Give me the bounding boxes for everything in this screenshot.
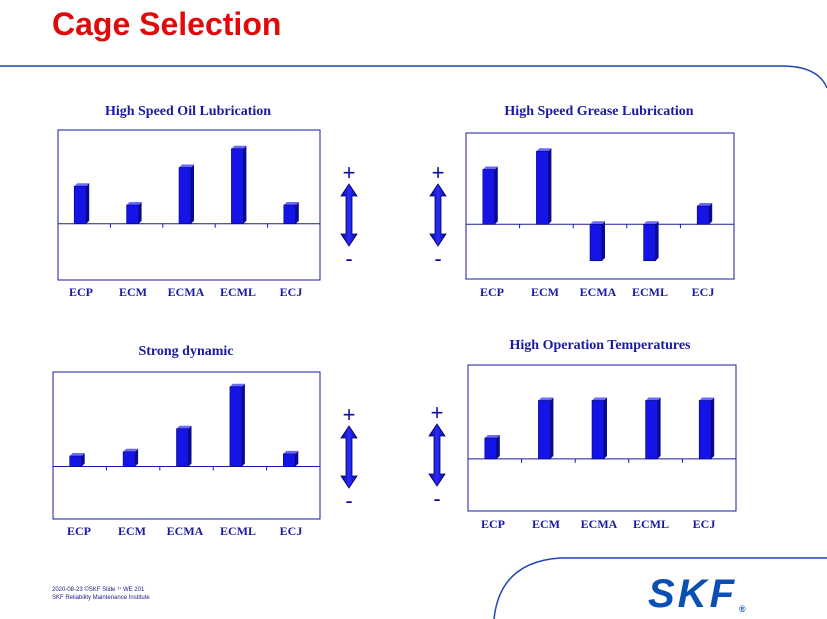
- bar: [231, 145, 247, 225]
- footer-arc: [493, 557, 827, 619]
- bar-chart-high-speed-grease: [465, 132, 735, 280]
- footer-line-2: SKF Reliability Maintenance Institute: [52, 595, 150, 601]
- footer-line-1: 2020-08-23 ©SKF Slide ¹⁷ WE 201: [52, 587, 145, 593]
- category-label: ECML: [632, 285, 668, 299]
- minus-sign: -: [345, 488, 353, 513]
- bar: [176, 425, 192, 467]
- minus-sign: -: [433, 486, 441, 511]
- bar: [229, 383, 245, 467]
- double-arrow-icon: [340, 425, 358, 489]
- bar: [69, 453, 85, 467]
- bar: [482, 166, 498, 225]
- bar: [696, 203, 713, 225]
- category-label: ECML: [220, 285, 256, 299]
- bar: [126, 202, 142, 225]
- skf-logo: SKF ®: [648, 574, 746, 614]
- bar: [73, 183, 90, 225]
- category-label: ECP: [481, 517, 505, 531]
- category-label: ECMA: [580, 517, 618, 531]
- category-label: ECP: [480, 285, 504, 299]
- plus-sign: +: [342, 402, 356, 427]
- chart-title: High Speed Oil Lubrication: [104, 104, 272, 119]
- bar: [122, 448, 139, 467]
- minus-sign: -: [345, 246, 353, 271]
- bar-chart-high-operation-temperatures: [467, 364, 737, 512]
- category-label: ECM: [532, 517, 560, 531]
- bar: [591, 397, 607, 460]
- double-arrow-icon: [340, 183, 358, 247]
- category-label: ECMA: [579, 285, 617, 299]
- bar-chart-strong-dynamic: [52, 371, 321, 520]
- chart-title: High Operation Temperatures: [509, 338, 691, 353]
- chart-title: Strong dynamic: [138, 344, 234, 359]
- category-label: ECML: [220, 524, 256, 538]
- chart-title: High Speed Grease Lubrication: [504, 104, 694, 119]
- category-label: ECMA: [166, 524, 204, 538]
- slide-footer: 2020-08-23 ©SKF Slide ¹⁷ WE 201 SKF Reli…: [52, 586, 150, 602]
- category-label: ECM: [119, 285, 147, 299]
- bar: [643, 221, 659, 262]
- bar: [178, 164, 194, 225]
- registered-mark: ®: [739, 604, 746, 614]
- bar-chart-high-speed-oil: [57, 129, 321, 281]
- category-label: ECJ: [279, 285, 303, 299]
- double-arrow-icon: [429, 183, 447, 247]
- category-label: ECP: [69, 285, 93, 299]
- double-arrow-icon: [428, 423, 446, 487]
- plus-sign: +: [342, 160, 356, 185]
- bar: [698, 397, 715, 460]
- category-label: ECP: [67, 524, 91, 538]
- bar: [283, 202, 299, 225]
- category-label: ECM: [118, 524, 146, 538]
- bar: [645, 397, 661, 460]
- category-label: ECML: [633, 517, 669, 531]
- category-label: ECJ: [691, 285, 715, 299]
- plus-sign: +: [430, 400, 444, 425]
- minus-sign: -: [434, 246, 442, 271]
- bar: [538, 397, 554, 460]
- header-line: [0, 65, 827, 89]
- category-label: ECM: [531, 285, 559, 299]
- logo-text: SKF: [648, 572, 737, 616]
- bar: [536, 148, 552, 225]
- category-label: ECJ: [692, 517, 716, 531]
- category-label: ECJ: [279, 524, 303, 538]
- plus-sign: +: [431, 160, 445, 185]
- bar: [283, 450, 299, 467]
- category-label: ECMA: [167, 285, 205, 299]
- slide-title: Cage Selection: [52, 6, 282, 42]
- bar: [484, 435, 500, 460]
- bar: [589, 221, 605, 262]
